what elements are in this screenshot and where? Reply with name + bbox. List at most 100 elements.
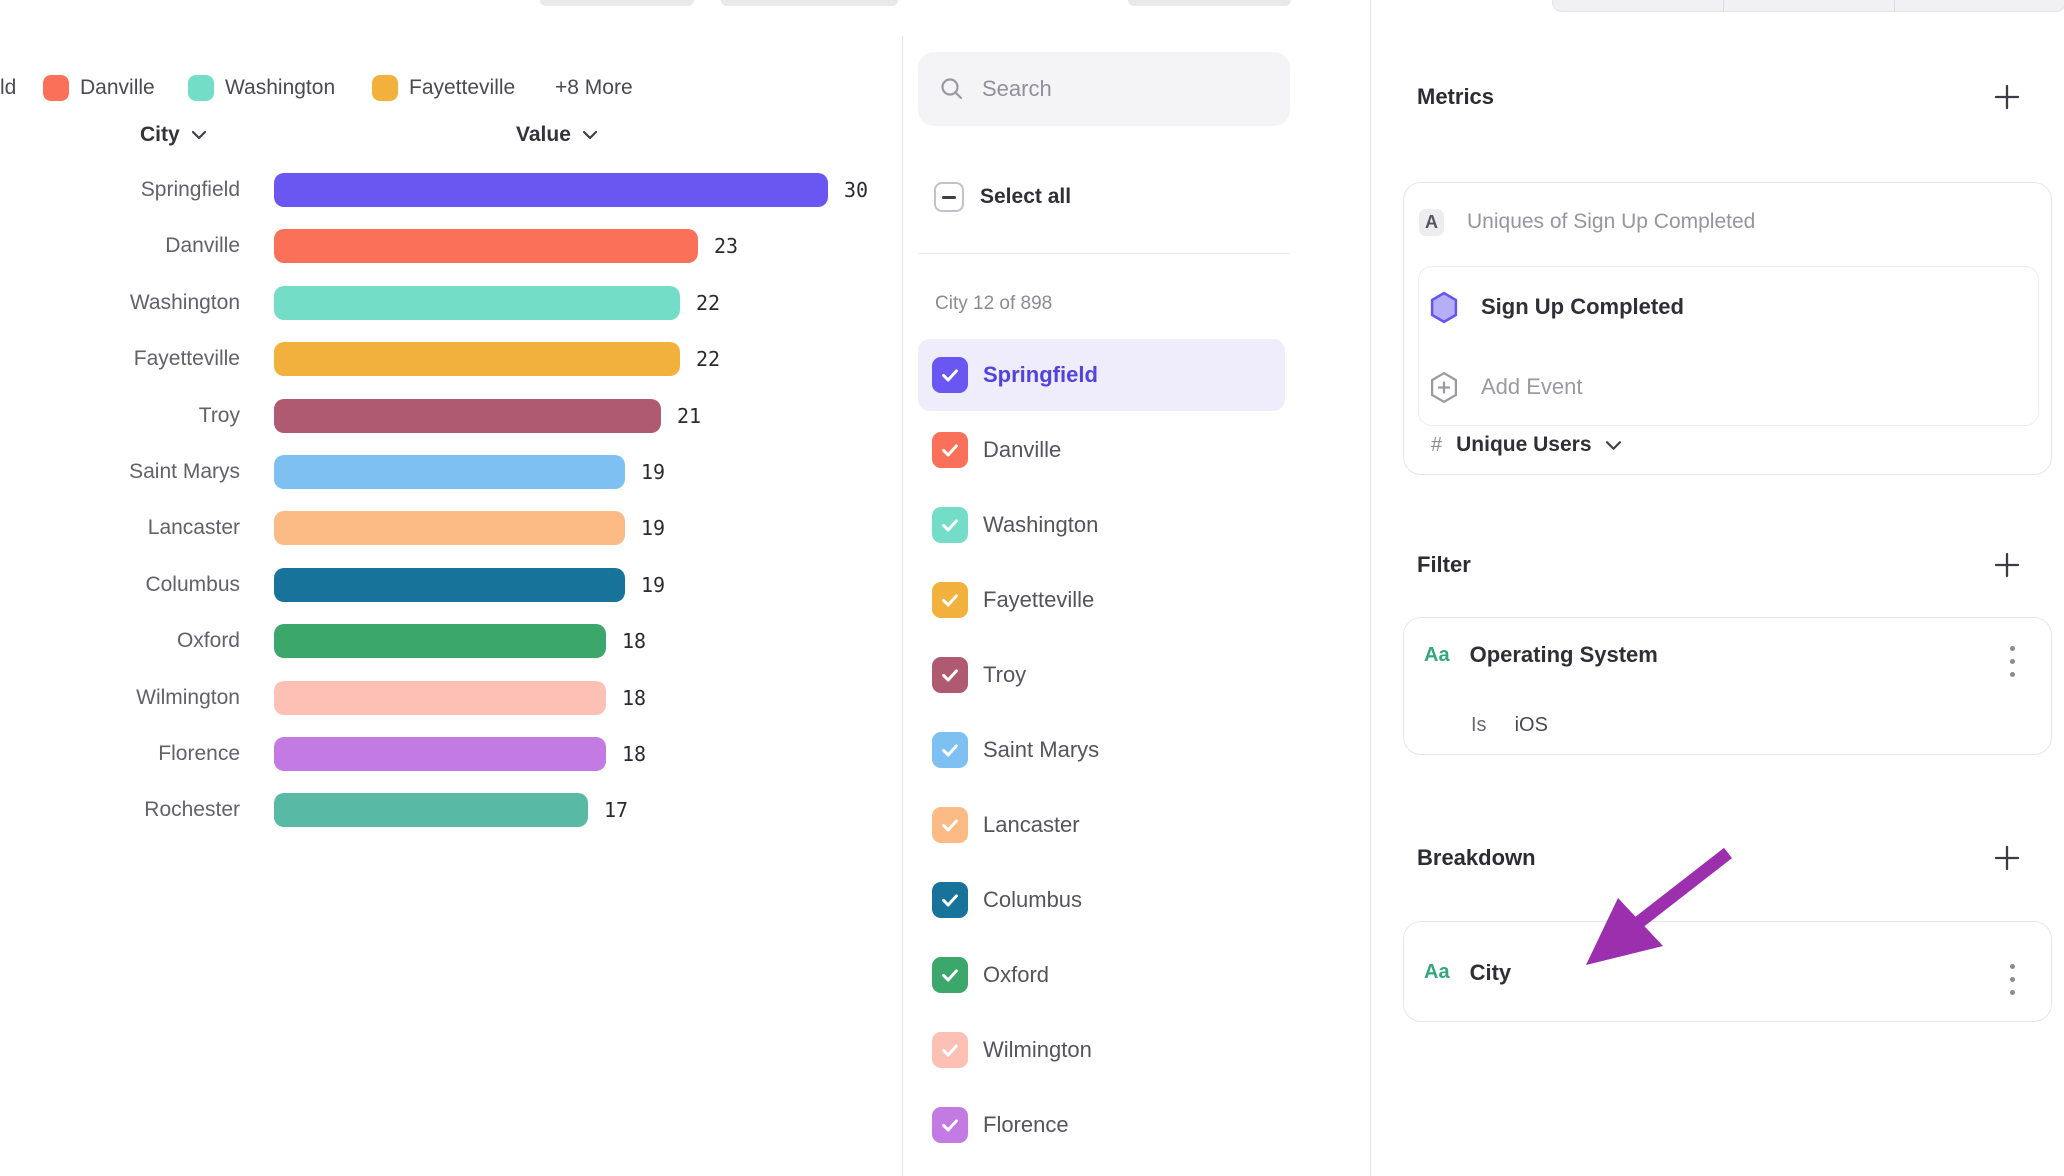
city-checkbox[interactable] [932, 507, 968, 543]
add-metric-button[interactable] [1993, 83, 2021, 111]
plus-icon [1994, 84, 2020, 110]
event-name: Sign Up Completed [1481, 294, 1684, 319]
list-item-lancaster[interactable]: Lancaster [918, 789, 1285, 861]
chevron-down-icon [1605, 440, 1621, 450]
city-checkbox[interactable] [932, 882, 968, 918]
chart-category-label: Lancaster [147, 516, 240, 539]
add-event-row[interactable]: Add Event [1419, 347, 2038, 427]
select-all-checkbox[interactable] [934, 182, 964, 212]
city-checkbox[interactable] [932, 957, 968, 993]
aggregation-dropdown[interactable]: # Unique Users [1431, 428, 1621, 462]
chart-value-label: 18 [622, 742, 647, 766]
list-item-florence[interactable]: Florence [918, 1089, 1285, 1161]
legend-more-label: +8 More [555, 76, 633, 99]
add-filter-button[interactable] [1993, 551, 2021, 579]
chart-bar[interactable] [274, 286, 680, 320]
list-item-oxford[interactable]: Oxford [918, 939, 1285, 1011]
chart-category-label: Danville [165, 234, 240, 257]
chart-value-label: 30 [844, 178, 869, 202]
chart-bar-row: Fayetteville 22 [0, 342, 902, 376]
filter-property-name: Operating System [1469, 642, 1658, 667]
city-checkbox[interactable] [932, 432, 968, 468]
segment-option[interactable] [1724, 0, 1895, 11]
panel-divider [1370, 0, 1371, 1176]
column-header-value-label: Value [516, 123, 571, 146]
chart-bar-row: Washington 22 [0, 286, 902, 320]
add-breakdown-button[interactable] [1993, 844, 2021, 872]
filter-condition-row[interactable]: Is iOS [1471, 714, 1548, 737]
event-hexagon-icon [1430, 291, 1458, 323]
legend-item[interactable]: Fayetteville [372, 74, 515, 102]
chart-bar-row: Oxford 18 [0, 624, 902, 658]
chart-bar[interactable] [274, 229, 698, 263]
column-header-city-label: City [140, 123, 180, 146]
checkmark-icon [942, 594, 958, 607]
legend-item[interactable]: Danville [43, 74, 155, 102]
chart-bar[interactable] [274, 511, 625, 545]
metric-card: A Uniques of Sign Up Completed Sign Up C… [1403, 182, 2052, 475]
chart-category-label: Florence [158, 742, 240, 765]
chart-category-label: Washington [129, 291, 240, 314]
city-checkbox[interactable] [932, 1107, 968, 1143]
legend-more-button[interactable]: +8 More [555, 74, 633, 102]
select-all-label: Select all [980, 185, 1072, 208]
chart-category-label: Rochester [144, 798, 240, 821]
chart-value-label: 19 [641, 460, 666, 484]
filter-property-row[interactable]: Aa Operating System [1404, 618, 2051, 692]
legend-item[interactable]: Washington [188, 74, 335, 102]
checkmark-icon [942, 669, 958, 682]
legend-item-clipped[interactable]: ld [0, 74, 16, 102]
breakdown-property-row[interactable]: Aa City [1404, 922, 2051, 1023]
list-item-fayetteville[interactable]: Fayetteville [918, 564, 1285, 636]
chart-bar[interactable] [274, 342, 680, 376]
metric-summary-text: Uniques of Sign Up Completed [1467, 210, 1756, 233]
checkmark-icon [942, 444, 958, 457]
column-header-value[interactable]: Value [516, 120, 597, 150]
segment-option[interactable] [1553, 0, 1724, 11]
chart-bar[interactable] [274, 455, 625, 489]
chart-bar[interactable] [274, 793, 588, 827]
city-label: Danville [983, 437, 1062, 462]
chart-bar[interactable] [274, 624, 606, 658]
filter-operator: Is [1471, 714, 1487, 736]
chart-bar[interactable] [274, 681, 606, 715]
city-checkbox[interactable] [932, 1032, 968, 1068]
list-item-troy[interactable]: Troy [918, 639, 1285, 711]
segmented-control[interactable] [1552, 0, 2064, 12]
add-event-label: Add Event [1481, 374, 1583, 399]
list-item-springfield[interactable]: Springfield [918, 339, 1285, 411]
chart-category-label: Saint Marys [129, 460, 240, 483]
breakdown-kebab-menu[interactable] [2004, 958, 2021, 1001]
chevron-down-icon [582, 130, 597, 140]
list-item-washington[interactable]: Washington [918, 489, 1285, 561]
chart-bar[interactable] [274, 737, 606, 771]
search-box[interactable] [918, 52, 1290, 126]
string-type-badge: Aa [1424, 961, 1450, 983]
chart-bar[interactable] [274, 568, 625, 602]
list-item-saint-marys[interactable]: Saint Marys [918, 714, 1285, 786]
legend-swatch-icon [43, 75, 69, 101]
list-item-wilmington[interactable]: Wilmington [918, 1014, 1285, 1086]
filter-value: iOS [1514, 714, 1548, 736]
city-label: Fayetteville [983, 587, 1095, 612]
chart-bar[interactable] [274, 399, 661, 433]
list-item-columbus[interactable]: Columbus [918, 864, 1285, 936]
column-header-city[interactable]: City [140, 120, 206, 150]
city-checkbox[interactable] [932, 807, 968, 843]
segment-option[interactable] [1895, 0, 2064, 11]
event-selector-card: Sign Up Completed Add Event [1418, 266, 2039, 426]
select-all-row[interactable]: Select all [934, 180, 1071, 214]
checkmark-icon [942, 519, 958, 532]
chart-value-label: 22 [696, 291, 721, 315]
filter-section-title: Filter [1417, 552, 1471, 577]
chart-bar[interactable] [274, 173, 828, 207]
city-checkbox[interactable] [932, 582, 968, 618]
selected-event-row[interactable]: Sign Up Completed [1419, 267, 2038, 347]
list-item-danville[interactable]: Danville [918, 414, 1285, 486]
city-checkbox[interactable] [932, 732, 968, 768]
city-label: Oxford [983, 962, 1050, 987]
search-input[interactable] [980, 75, 1274, 103]
city-checkbox[interactable] [932, 357, 968, 393]
city-checkbox[interactable] [932, 657, 968, 693]
filter-kebab-menu[interactable] [2004, 640, 2021, 683]
